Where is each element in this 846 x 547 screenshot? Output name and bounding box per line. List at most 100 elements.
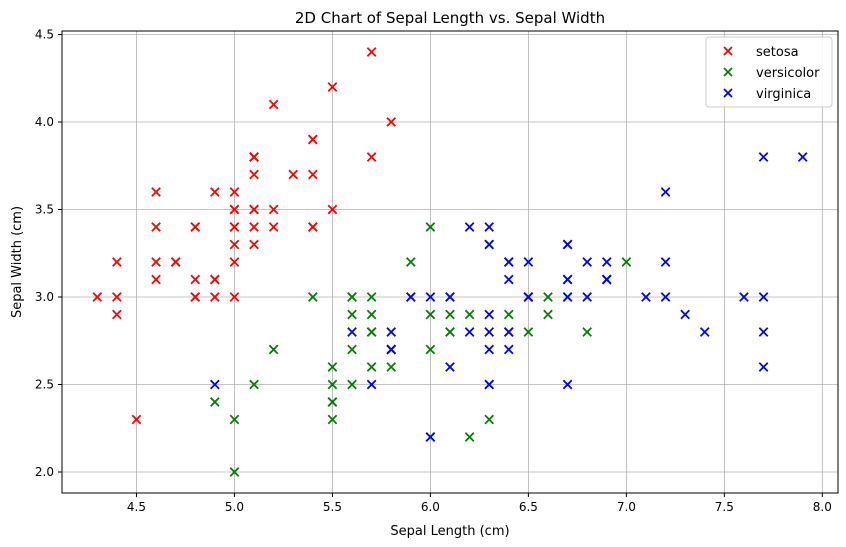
data-point-virginica — [464, 327, 475, 337]
axis-ticks: 4.5 5.0 5.5 6.0 6.5 7.0 7.5 8.0 2.0 2.5 3.0 3.5 4.0 4… — [35, 28, 832, 515]
data-point-setosa — [366, 47, 377, 57]
data-point-virginica — [797, 152, 808, 162]
data-point-virginica — [366, 379, 377, 390]
data-point-versicolor — [268, 344, 279, 355]
data-point-versicolor — [327, 362, 338, 372]
data-point-versicolor — [347, 309, 357, 320]
data-point-virginica — [484, 239, 495, 250]
data-point-setosa — [131, 414, 142, 425]
data-point-versicolor — [327, 414, 338, 425]
data-point-versicolor — [307, 292, 318, 302]
series-virginica — [210, 152, 808, 442]
data-point-setosa — [229, 187, 240, 197]
legend-marker-versicolor — [723, 67, 733, 77]
data-point-versicolor — [425, 222, 436, 232]
data-point-virginica — [660, 292, 671, 302]
data-point-setosa — [112, 292, 122, 302]
data-point-virginica — [445, 362, 455, 372]
x-axis-title: Sepal Length (cm) — [390, 524, 509, 539]
data-point-setosa — [112, 257, 122, 267]
data-point-versicolor — [445, 309, 455, 320]
data-point-virginica — [562, 274, 573, 285]
data-point-versicolor — [229, 414, 240, 425]
legend-marker-setosa — [723, 46, 733, 56]
data-point-virginica — [464, 222, 475, 232]
data-point-setosa — [190, 222, 201, 232]
data-point-versicolor — [543, 309, 553, 320]
y-tick-label: 3.0 — [35, 290, 54, 304]
data-point-virginica — [210, 379, 220, 390]
data-point-versicolor — [484, 414, 495, 425]
chart-title: 2D Chart of Sepal Length vs. Sepal Width — [295, 9, 605, 27]
x-tick-label: 7.0 — [617, 500, 636, 514]
x-tick-label: 5.5 — [323, 500, 342, 514]
data-point-setosa — [190, 292, 201, 302]
data-point-versicolor — [366, 362, 377, 372]
data-point-setosa — [268, 222, 279, 232]
data-point-setosa — [210, 274, 220, 285]
data-point-versicolor — [347, 344, 357, 355]
data-point-setosa — [288, 169, 299, 180]
data-point-virginica — [739, 292, 749, 302]
data-point-virginica — [562, 292, 573, 302]
data-point-versicolor — [327, 379, 338, 390]
data-point-virginica — [445, 292, 455, 302]
data-point-virginica — [484, 222, 495, 232]
data-point-setosa — [229, 239, 240, 250]
data-point-setosa — [386, 117, 397, 127]
x-tick-label: 6.5 — [519, 500, 538, 514]
data-point-setosa — [229, 257, 240, 267]
data-point-setosa — [151, 257, 161, 267]
legend-label-setosa: setosa — [756, 45, 799, 60]
data-point-virginica — [641, 292, 651, 302]
data-point-versicolor — [327, 397, 338, 407]
data-point-setosa — [307, 222, 318, 232]
y-tick-label: 4.0 — [35, 115, 54, 129]
data-point-versicolor — [425, 344, 436, 355]
data-point-virginica — [347, 327, 357, 337]
data-point-versicolor — [503, 309, 514, 320]
data-point-setosa — [327, 204, 338, 215]
data-point-virginica — [484, 379, 495, 390]
y-tick-label: 2.0 — [35, 465, 54, 479]
data-point-versicolor — [249, 379, 259, 390]
data-point-virginica — [758, 327, 769, 337]
data-point-virginica — [503, 257, 514, 267]
data-point-versicolor — [366, 309, 377, 320]
data-point-virginica — [601, 257, 612, 267]
y-tick-label: 2.5 — [35, 378, 54, 392]
data-points — [92, 47, 808, 477]
data-point-setosa — [112, 309, 122, 320]
legend-label-virginica: virginica — [756, 87, 811, 102]
data-point-setosa — [151, 187, 161, 197]
data-point-setosa — [210, 187, 220, 197]
data-point-virginica — [405, 292, 416, 302]
data-point-versicolor — [445, 327, 455, 337]
data-point-setosa — [92, 292, 103, 302]
data-point-setosa — [307, 169, 318, 180]
data-point-setosa — [307, 134, 318, 145]
data-point-virginica — [503, 274, 514, 285]
data-point-setosa — [249, 222, 259, 232]
data-point-virginica — [503, 327, 514, 337]
data-point-setosa — [366, 152, 377, 162]
data-point-virginica — [660, 187, 671, 197]
data-point-versicolor — [582, 327, 593, 337]
data-point-virginica — [562, 239, 573, 250]
data-point-virginica — [758, 292, 769, 302]
data-point-versicolor — [405, 257, 416, 267]
data-point-virginica — [562, 379, 573, 390]
y-tick-label: 3.5 — [35, 203, 54, 217]
data-point-setosa — [229, 204, 240, 215]
data-point-versicolor — [347, 379, 357, 390]
data-point-virginica — [601, 274, 612, 285]
x-tick-label: 6.0 — [421, 500, 440, 514]
data-point-versicolor — [523, 327, 534, 337]
data-point-setosa — [210, 292, 220, 302]
data-point-virginica — [758, 362, 769, 372]
data-point-versicolor — [464, 309, 475, 320]
x-tick-label: 7.5 — [715, 500, 734, 514]
data-point-setosa — [268, 99, 279, 110]
